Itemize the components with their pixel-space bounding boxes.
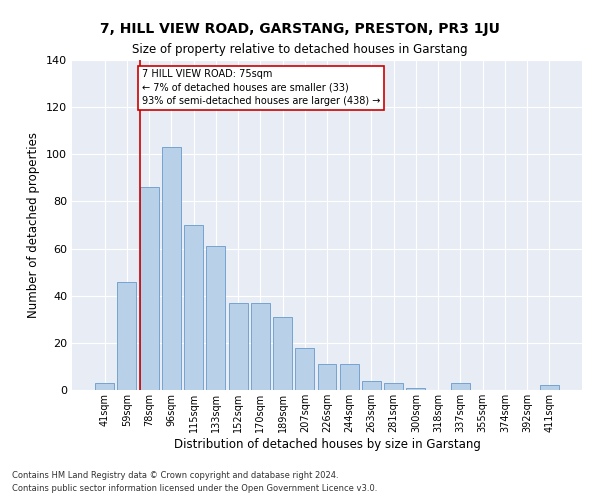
Text: Size of property relative to detached houses in Garstang: Size of property relative to detached ho… xyxy=(132,42,468,56)
Bar xyxy=(162,147,181,390)
Bar xyxy=(229,303,248,390)
Bar xyxy=(95,383,114,390)
Text: Contains public sector information licensed under the Open Government Licence v3: Contains public sector information licen… xyxy=(12,484,377,493)
Bar xyxy=(406,388,425,390)
Y-axis label: Number of detached properties: Number of detached properties xyxy=(28,132,40,318)
Bar xyxy=(118,282,136,390)
Bar xyxy=(340,364,359,390)
Bar xyxy=(140,188,158,390)
Bar xyxy=(317,364,337,390)
Bar xyxy=(362,380,381,390)
Bar xyxy=(273,317,292,390)
Text: 7 HILL VIEW ROAD: 75sqm
← 7% of detached houses are smaller (33)
93% of semi-det: 7 HILL VIEW ROAD: 75sqm ← 7% of detached… xyxy=(142,70,380,106)
Bar xyxy=(295,348,314,390)
Bar xyxy=(384,383,403,390)
Bar xyxy=(251,303,270,390)
Text: 7, HILL VIEW ROAD, GARSTANG, PRESTON, PR3 1JU: 7, HILL VIEW ROAD, GARSTANG, PRESTON, PR… xyxy=(100,22,500,36)
Bar xyxy=(206,246,225,390)
Text: Contains HM Land Registry data © Crown copyright and database right 2024.: Contains HM Land Registry data © Crown c… xyxy=(12,470,338,480)
Bar xyxy=(451,383,470,390)
Bar xyxy=(184,225,203,390)
Bar xyxy=(540,386,559,390)
X-axis label: Distribution of detached houses by size in Garstang: Distribution of detached houses by size … xyxy=(173,438,481,450)
